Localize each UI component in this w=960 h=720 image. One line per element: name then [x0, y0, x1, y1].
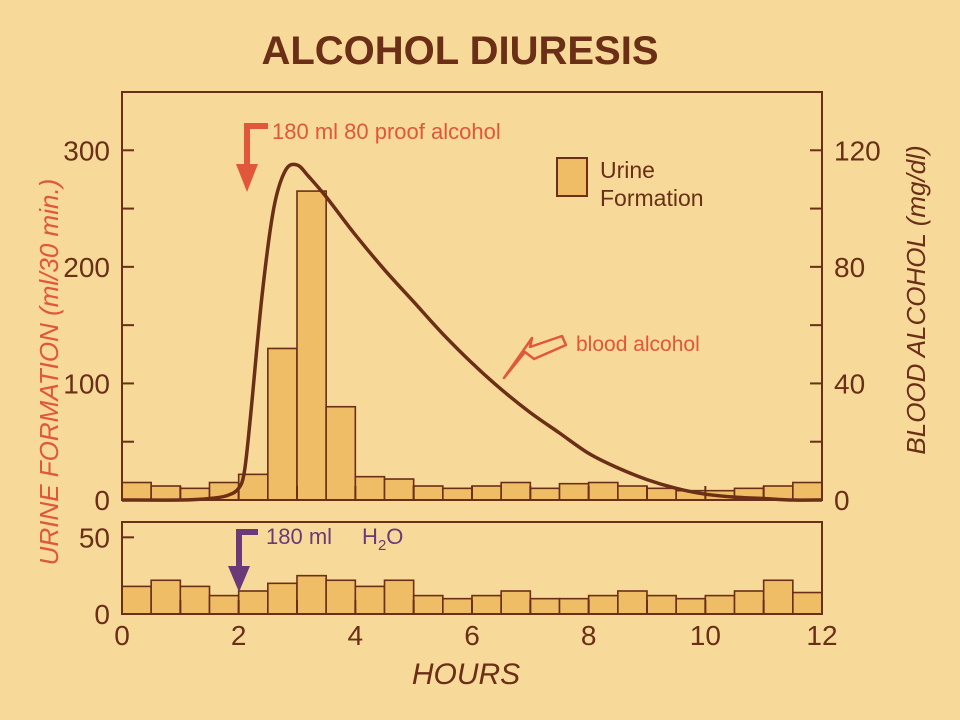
bottom-left-tick-label-50: 50 [79, 522, 110, 553]
x-tick-label-8: 8 [581, 620, 597, 651]
left-tick-label-200: 200 [63, 252, 110, 283]
x-tick-label-0: 0 [114, 620, 130, 651]
right-tick-label-80: 80 [834, 252, 865, 283]
legend-label-line1: Urine [600, 157, 655, 183]
alcohol-dose-annotation: 180 ml 80 proof alcohol [272, 119, 501, 144]
urine-bar-17 [617, 485, 648, 501]
urine-bar-16 [587, 481, 619, 501]
urine-bar-14 [529, 487, 561, 501]
water-bar-2 [179, 585, 211, 615]
water-bar-13 [500, 590, 532, 615]
bottom-left-tick-label-0: 0 [94, 599, 110, 630]
water-bar-11 [442, 597, 473, 615]
urine-bar-12 [471, 485, 502, 501]
top-axis-ticks [122, 149, 822, 500]
x-axis-label: HOURS [412, 658, 520, 691]
right-tick-label-0: 0 [834, 485, 850, 516]
water-bar-6 [296, 574, 327, 615]
water-dose-amount: 180 ml [266, 524, 332, 549]
urine-bar-15 [558, 482, 590, 501]
x-tick-label-4: 4 [348, 620, 364, 651]
urine-bar-7 [325, 405, 357, 501]
urine-bar-10 [412, 485, 444, 501]
urine-bar-8 [354, 475, 386, 501]
water-dose-arrow-icon [228, 529, 258, 592]
water-bar-20 [704, 594, 736, 615]
urine-bar-18 [646, 487, 677, 501]
x-tick-label-12: 12 [806, 620, 837, 651]
water-bar-22 [762, 579, 794, 615]
left-axis-label: URINE FORMATION (ml/30 min.) [34, 179, 64, 566]
bottom-left-axis-tick-labels: 0 50 [79, 522, 110, 630]
water-bar-18 [646, 594, 677, 615]
water-bar-12 [471, 594, 502, 615]
urine-bar-23 [792, 481, 823, 501]
bottom-axis-ticks [122, 536, 765, 614]
left-tick-label-100: 100 [63, 368, 110, 399]
water-bar-9 [383, 579, 415, 615]
water-bar-8 [354, 585, 386, 615]
right-tick-label-40: 40 [834, 368, 865, 399]
water-formula-h: H [362, 524, 378, 549]
x-axis-tick-labels: 0 2 4 6 8 10 12 [114, 620, 837, 651]
x-tick-label-10: 10 [690, 620, 721, 651]
series-line-blood-alcohol [121, 162, 823, 502]
water-bar-17 [617, 590, 648, 615]
urine-bar-9 [383, 478, 415, 501]
alcohol-dose-arrow-icon [236, 123, 268, 192]
water-bar-19 [675, 597, 707, 615]
urine-bar-1 [150, 485, 182, 501]
x-tick-label-2: 2 [231, 620, 247, 651]
blood-alcohol-arrow-icon [502, 334, 568, 380]
water-bar-15 [558, 597, 590, 615]
water-bar-1 [150, 579, 182, 615]
x-tick-label-6: 6 [464, 620, 480, 651]
water-bar-16 [587, 594, 619, 615]
water-bar-23 [792, 591, 823, 615]
urine-bar-6 [296, 190, 327, 501]
right-tick-label-120: 120 [834, 135, 881, 166]
water-bar-21 [733, 590, 765, 615]
urine-bar-11 [442, 487, 473, 501]
water-bar-10 [412, 594, 444, 615]
right-axis-tick-labels: 0 40 80 120 [834, 135, 881, 516]
water-bar-5 [267, 582, 298, 615]
legend-swatch [556, 157, 588, 197]
left-tick-label-300: 300 [63, 135, 110, 166]
urine-bar-13 [500, 481, 532, 501]
left-axis-tick-labels: 0 100 200 300 [63, 135, 110, 516]
water-bar-14 [529, 597, 561, 615]
water-formula-o: O [386, 524, 403, 549]
water-bar-0 [121, 585, 152, 615]
water-bar-4 [237, 590, 269, 615]
chart-title: ALCOHOL DIURESIS [261, 29, 658, 73]
blood-alcohol-annotation: blood alcohol [576, 333, 700, 356]
water-bar-3 [208, 594, 240, 615]
water-formula-subscript: 2 [378, 537, 386, 554]
legend-label-line2: Formation [600, 185, 704, 211]
water-bar-7 [325, 579, 357, 615]
urine-bar-0 [121, 481, 152, 501]
bottom-bars [121, 574, 823, 615]
right-axis-label: BLOOD ALCOHOL (mg/dl) [901, 145, 931, 454]
left-tick-label-0: 0 [94, 485, 110, 516]
urine-bar-5 [267, 347, 298, 501]
water-dose-annotation: 180 ml H2O [266, 524, 403, 554]
